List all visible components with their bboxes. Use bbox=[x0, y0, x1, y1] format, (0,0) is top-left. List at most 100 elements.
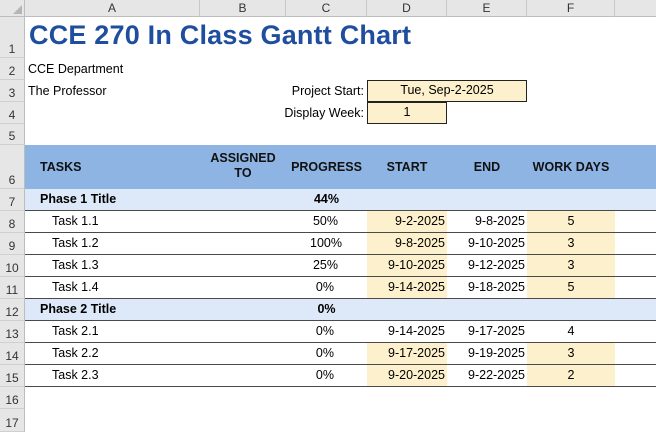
person-name: The Professor bbox=[28, 84, 107, 98]
row-header-15[interactable]: 15 bbox=[0, 365, 25, 387]
column-header-b[interactable]: B bbox=[200, 0, 286, 17]
display-week-input[interactable]: 1 bbox=[367, 102, 447, 124]
days-cell-fill bbox=[527, 343, 615, 364]
table-row[interactable] bbox=[25, 365, 656, 387]
task-progress: 25% bbox=[312, 258, 338, 272]
task-work-days[interactable]: 3 bbox=[567, 258, 575, 272]
task-start[interactable]: 9-17-2025 bbox=[388, 346, 445, 360]
chart-title: CCE 270 In Class Gantt Chart bbox=[29, 20, 412, 50]
work-days-header: WORK DAYS bbox=[532, 160, 610, 174]
row-header-13[interactable]: 13 bbox=[0, 321, 25, 343]
project-start-label: Project Start: bbox=[291, 84, 364, 98]
phase-progress: 44% bbox=[313, 192, 340, 206]
task-start[interactable]: 9-2-2025 bbox=[394, 214, 445, 228]
row-header-6[interactable]: 6 bbox=[0, 145, 25, 189]
row-header-5[interactable]: 5 bbox=[0, 124, 25, 145]
row-header-10[interactable]: 10 bbox=[0, 255, 25, 277]
days-cell-fill bbox=[527, 233, 615, 254]
task-name: Task 1.1 bbox=[52, 214, 99, 228]
days-cell-fill bbox=[527, 277, 615, 298]
table-row[interactable] bbox=[25, 277, 656, 299]
task-name: Task 2.3 bbox=[52, 368, 99, 382]
table-row[interactable] bbox=[25, 321, 656, 343]
progress-header: PROGRESS bbox=[291, 160, 362, 174]
task-work-days[interactable]: 4 bbox=[567, 324, 575, 338]
row-header-17[interactable]: 17 bbox=[0, 409, 25, 432]
row-header-4[interactable]: 4 bbox=[0, 102, 25, 124]
start-header: START bbox=[386, 160, 428, 174]
column-header-c[interactable]: C bbox=[286, 0, 367, 17]
column-header-g[interactable] bbox=[615, 0, 656, 17]
column-header-a[interactable]: A bbox=[25, 0, 200, 17]
start-cell-fill bbox=[367, 211, 447, 232]
task-end[interactable]: 9-22-2025 bbox=[468, 368, 525, 382]
task-end[interactable]: 9-10-2025 bbox=[468, 236, 525, 250]
table-row[interactable] bbox=[25, 255, 656, 277]
task-name: Task 1.2 bbox=[52, 236, 99, 250]
task-work-days[interactable]: 3 bbox=[567, 346, 575, 360]
days-cell-fill bbox=[527, 211, 615, 232]
task-name: Task 2.2 bbox=[52, 346, 99, 360]
column-header-d[interactable]: D bbox=[367, 0, 447, 17]
task-work-days[interactable]: 5 bbox=[567, 214, 575, 228]
task-progress: 50% bbox=[312, 214, 338, 228]
phase-title: Phase 2 Title bbox=[40, 302, 117, 316]
task-end[interactable]: 9-17-2025 bbox=[468, 324, 525, 338]
row-header-3[interactable]: 3 bbox=[0, 80, 25, 102]
row-header-2[interactable]: 2 bbox=[0, 58, 25, 80]
row-header-1[interactable]: 1 bbox=[0, 17, 25, 58]
task-end[interactable]: 9-19-2025 bbox=[468, 346, 525, 360]
tasks-header: TASKS bbox=[40, 160, 82, 174]
task-progress: 0% bbox=[315, 368, 334, 382]
task-start[interactable]: 9-14-2025 bbox=[388, 280, 445, 294]
task-work-days[interactable]: 3 bbox=[567, 236, 575, 250]
end-header: END bbox=[473, 160, 501, 174]
table-row[interactable] bbox=[25, 233, 656, 255]
row-header-7[interactable]: 7 bbox=[0, 189, 25, 211]
days-cell-fill bbox=[527, 255, 615, 276]
row-header-9[interactable]: 9 bbox=[0, 233, 25, 255]
row-header-11[interactable]: 11 bbox=[0, 277, 25, 299]
row-header-12[interactable]: 12 bbox=[0, 299, 25, 321]
project-start-input[interactable]: Tue, Sep-2-2025 bbox=[367, 80, 527, 102]
task-name: Task 1.4 bbox=[52, 280, 99, 294]
task-progress: 0% bbox=[315, 346, 334, 360]
start-cell-fill bbox=[367, 255, 447, 276]
table-row[interactable] bbox=[25, 343, 656, 365]
task-name: Task 2.1 bbox=[52, 324, 99, 338]
task-end[interactable]: 9-8-2025 bbox=[474, 214, 525, 228]
table-row[interactable] bbox=[25, 211, 656, 233]
task-end[interactable]: 9-18-2025 bbox=[468, 280, 525, 294]
start-cell-fill bbox=[367, 277, 447, 298]
task-start[interactable]: 9-20-2025 bbox=[388, 368, 445, 382]
display-week-label: Display Week: bbox=[284, 106, 364, 120]
task-work-days[interactable]: 5 bbox=[567, 280, 575, 294]
start-cell-fill bbox=[367, 365, 447, 386]
task-progress: 0% bbox=[315, 324, 334, 338]
days-cell-fill bbox=[527, 365, 615, 386]
row-header-14[interactable]: 14 bbox=[0, 343, 25, 365]
task-end[interactable]: 9-12-2025 bbox=[468, 258, 525, 272]
phase-row[interactable] bbox=[25, 299, 656, 321]
task-start[interactable]: 9-8-2025 bbox=[394, 236, 445, 250]
task-start[interactable]: 9-14-2025 bbox=[388, 324, 445, 338]
start-cell-fill bbox=[367, 233, 447, 254]
table-header-row bbox=[25, 145, 656, 189]
row-header-16[interactable]: 16 bbox=[0, 387, 25, 409]
phase-progress: 0% bbox=[317, 302, 336, 316]
task-start[interactable]: 9-10-2025 bbox=[388, 258, 445, 272]
task-progress: 100% bbox=[310, 236, 342, 250]
task-progress: 0% bbox=[315, 280, 334, 294]
column-header-e[interactable]: E bbox=[447, 0, 527, 17]
column-header-f[interactable]: F bbox=[527, 0, 615, 17]
department-name: CCE Department bbox=[28, 62, 124, 76]
row-header-8[interactable]: 8 bbox=[0, 211, 25, 233]
start-cell-fill bbox=[367, 343, 447, 364]
phase-row[interactable] bbox=[25, 189, 656, 211]
task-name: Task 1.3 bbox=[52, 258, 99, 272]
select-all-corner[interactable] bbox=[0, 0, 25, 17]
assigned-to-header: ASSIGNED TO bbox=[210, 151, 276, 180]
task-work-days[interactable]: 2 bbox=[567, 368, 575, 382]
phase-title: Phase 1 Title bbox=[40, 192, 117, 206]
